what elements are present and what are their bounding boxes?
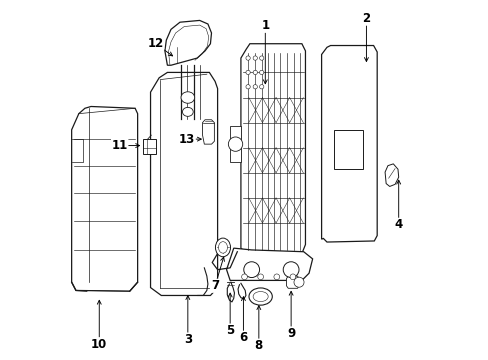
Text: 10: 10 xyxy=(91,338,107,351)
Circle shape xyxy=(259,85,264,89)
Text: 11: 11 xyxy=(111,139,127,152)
Circle shape xyxy=(289,274,295,280)
Polygon shape xyxy=(384,164,398,186)
Polygon shape xyxy=(202,120,214,144)
Polygon shape xyxy=(241,44,305,255)
Text: 8: 8 xyxy=(254,339,263,352)
Ellipse shape xyxy=(248,288,272,305)
Text: 12: 12 xyxy=(147,37,163,50)
Circle shape xyxy=(283,262,298,278)
Text: 7: 7 xyxy=(211,279,219,292)
Text: 13: 13 xyxy=(179,132,195,145)
Polygon shape xyxy=(72,107,137,291)
Text: 6: 6 xyxy=(239,331,247,344)
Ellipse shape xyxy=(218,242,227,253)
Polygon shape xyxy=(226,248,312,280)
Text: 2: 2 xyxy=(362,12,370,25)
Polygon shape xyxy=(150,72,217,296)
Polygon shape xyxy=(321,45,376,242)
Circle shape xyxy=(273,274,279,280)
Circle shape xyxy=(244,262,259,278)
Circle shape xyxy=(259,70,264,75)
Circle shape xyxy=(245,85,250,89)
Text: 5: 5 xyxy=(225,324,234,337)
Circle shape xyxy=(245,56,250,60)
Circle shape xyxy=(245,70,250,75)
Text: 4: 4 xyxy=(394,218,402,231)
Ellipse shape xyxy=(181,92,194,103)
Circle shape xyxy=(259,56,264,60)
Circle shape xyxy=(253,70,257,75)
Polygon shape xyxy=(164,21,211,65)
Circle shape xyxy=(257,274,263,280)
Circle shape xyxy=(293,277,304,287)
Ellipse shape xyxy=(182,107,193,116)
Circle shape xyxy=(253,85,257,89)
Circle shape xyxy=(241,274,247,280)
FancyBboxPatch shape xyxy=(333,130,362,169)
Text: 3: 3 xyxy=(183,333,191,346)
Text: 9: 9 xyxy=(286,327,295,340)
Circle shape xyxy=(253,56,257,60)
Polygon shape xyxy=(286,276,298,288)
FancyBboxPatch shape xyxy=(143,139,156,154)
Ellipse shape xyxy=(215,238,230,257)
Polygon shape xyxy=(230,126,241,162)
Text: 1: 1 xyxy=(261,19,269,32)
Circle shape xyxy=(228,137,242,151)
Ellipse shape xyxy=(253,292,267,302)
